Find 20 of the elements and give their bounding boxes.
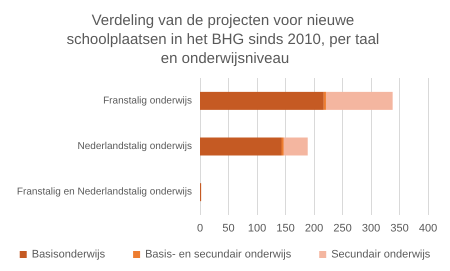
y-tick-label: Nederlandstalig onderwijs: [77, 141, 192, 152]
bar: [200, 92, 324, 110]
x-tick-label: 300: [362, 222, 380, 234]
x-tick-label: 100: [248, 222, 266, 234]
legend-label: Secundair onderwijs: [331, 248, 431, 260]
x-tick-label: 0: [196, 222, 204, 234]
x-tick-label: 400: [418, 222, 438, 234]
x-tick-label: 350: [390, 222, 409, 234]
y-tick-label: Franstalig en Nederlandstalig onderwijs: [16, 186, 192, 198]
bar: [284, 138, 308, 156]
x-tick-label: 250: [333, 222, 352, 234]
bar: [200, 138, 282, 156]
y-tick-label: Franstalig onderwijs: [103, 95, 192, 106]
legend-label: Basis- en secundair onderwijs: [145, 248, 292, 260]
bar: [326, 92, 393, 110]
x-tick-label: 150: [276, 222, 295, 234]
x-tick-label: 200: [304, 222, 324, 234]
chart-title: Verdeling van de projecten voor nieuwe schoolplaatsen in het BHG sinds 2010, per taal en onderwijsniveau: [66, 12, 384, 67]
legend-label: Basisonderwijs: [32, 248, 106, 260]
x-tick-label: 50: [222, 222, 235, 234]
